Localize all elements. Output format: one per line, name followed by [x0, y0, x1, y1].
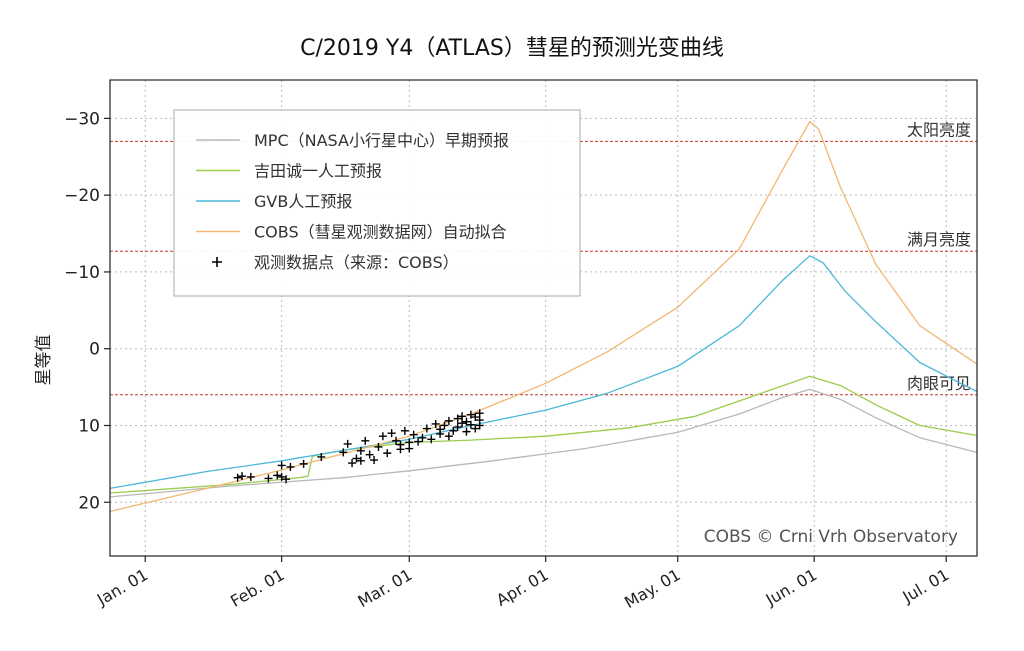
observation-marker — [339, 448, 348, 457]
observation-marker — [462, 427, 471, 436]
chart-title: C/2019 Y4（ATLAS）彗星的预测光变曲线 — [300, 36, 724, 61]
observation-marker — [422, 424, 431, 433]
observation-marker — [475, 421, 484, 430]
series-line — [109, 375, 978, 494]
x-tick-label: May. 01 — [621, 565, 684, 612]
observation-marker — [462, 417, 471, 426]
observation-marker — [233, 473, 242, 482]
observation-marker — [471, 413, 480, 422]
series-line — [109, 120, 978, 513]
observation-marker — [431, 419, 440, 428]
x-tick-label: Mar. 01 — [354, 565, 415, 611]
observation-marker — [238, 472, 247, 481]
reference-line-label: 太阳亮度 — [907, 120, 971, 139]
legend-label: 观测数据点（来源：COBS） — [254, 253, 459, 272]
observation-marker — [418, 433, 427, 442]
observation-marker — [405, 444, 414, 453]
observation-marker — [466, 410, 475, 419]
observation-marker — [400, 426, 409, 435]
y-tick-label: 0 — [89, 340, 100, 360]
x-tick-label: Feb. 01 — [227, 565, 287, 611]
observation-marker — [383, 449, 392, 458]
observation-marker — [374, 442, 383, 451]
legend-label: 吉田诚一人工预报 — [254, 162, 382, 181]
observation-marker — [471, 424, 480, 433]
y-tick-label: −10 — [64, 263, 100, 283]
x-tick-label: Jul. 01 — [899, 565, 953, 607]
observation-marker — [352, 454, 361, 463]
observation-marker — [343, 439, 352, 448]
legend-label: GVB人工预报 — [254, 192, 352, 211]
observation-marker — [277, 461, 286, 470]
observation-marker — [356, 456, 365, 465]
reference-line-label: 满月亮度 — [907, 230, 971, 249]
observation-marker — [427, 435, 436, 444]
observation-marker — [277, 472, 286, 481]
observation-marker — [436, 425, 445, 434]
observation-marker — [453, 414, 462, 423]
observation-marker — [396, 445, 405, 454]
observation-marker — [458, 412, 467, 421]
observation-marker — [458, 419, 467, 428]
observation-marker — [440, 421, 449, 430]
observation-marker — [444, 416, 453, 425]
observation-marker — [286, 462, 295, 471]
observation-marker — [282, 475, 291, 484]
observation-marker — [414, 437, 423, 446]
observation-marker — [370, 456, 379, 465]
legend-marker — [212, 257, 222, 267]
observation-marker — [365, 450, 374, 459]
x-tick-label: Apr. 01 — [493, 565, 552, 610]
observation-marker — [356, 446, 365, 455]
y-tick-label: −30 — [64, 109, 100, 129]
observation-marker — [273, 471, 282, 480]
observation-marker — [264, 474, 273, 483]
y-tick-label: 20 — [78, 493, 100, 513]
legend-label: MPC（NASA小行星中心）早期预报 — [254, 131, 509, 150]
plot-frame — [109, 79, 978, 557]
legend-box — [173, 109, 581, 297]
observation-marker — [378, 432, 387, 441]
observation-marker — [466, 420, 475, 429]
observation-marker — [317, 452, 326, 461]
observation-marker — [387, 429, 396, 438]
x-tick-label: Jun. 01 — [762, 565, 820, 610]
y-tick-label: 10 — [78, 416, 100, 436]
observation-marker — [348, 459, 357, 468]
reference-line-label: 肉眼可见 — [907, 374, 971, 393]
observation-marker — [392, 436, 401, 445]
observation-marker — [475, 409, 484, 418]
series-line — [109, 388, 978, 498]
observation-points — [233, 409, 484, 484]
observation-marker — [246, 472, 255, 481]
y-tick-label: −20 — [64, 186, 100, 206]
observation-marker — [299, 459, 308, 468]
observation-marker — [444, 432, 453, 441]
observation-marker — [361, 436, 370, 445]
observation-marker — [409, 430, 418, 439]
observation-marker — [453, 423, 462, 432]
x-tick-label: Jan. 01 — [93, 565, 151, 610]
series-line — [109, 255, 978, 490]
series-lines — [109, 120, 978, 513]
observation-marker — [449, 426, 458, 435]
legend-label: COBS（彗星观测数据网）自动拟合 — [254, 223, 507, 242]
watermark: COBS © Crni Vrh Observatory — [704, 527, 958, 547]
